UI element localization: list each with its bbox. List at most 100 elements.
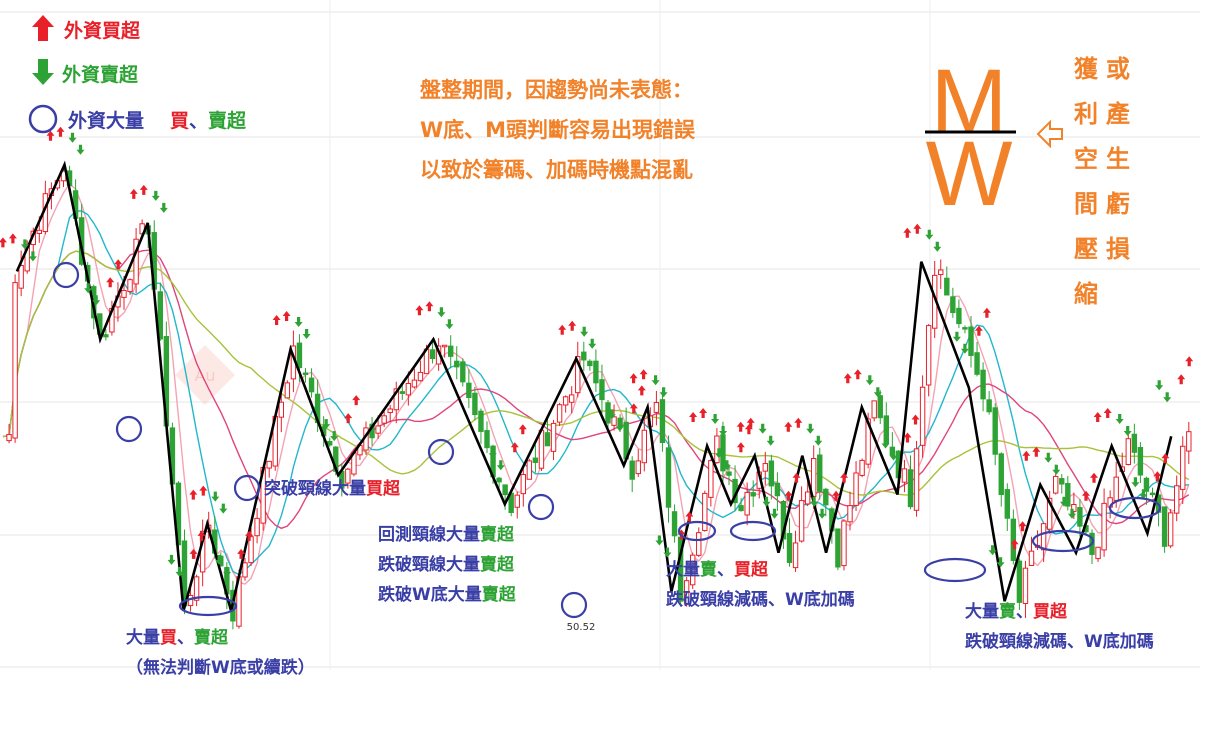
candle-body bbox=[556, 404, 563, 423]
candle-body bbox=[387, 408, 393, 414]
legend-volume-label: 外資大量 bbox=[68, 110, 145, 132]
legend-buy: 外資買超 bbox=[64, 16, 140, 43]
candle-body bbox=[1174, 485, 1180, 514]
sell-arrow-icon bbox=[766, 435, 775, 446]
candle-body bbox=[496, 477, 502, 483]
buy-arrow-icon bbox=[853, 369, 862, 380]
legend-volume-sep: 、 bbox=[189, 110, 209, 132]
buy-arrow-icon bbox=[903, 227, 912, 238]
volume-circle bbox=[427, 438, 455, 466]
candle-body bbox=[635, 460, 641, 475]
buy-arrow-icon bbox=[746, 417, 755, 428]
candle-body bbox=[1016, 560, 1023, 603]
sell-arrow-icon bbox=[1115, 414, 1124, 424]
volume-circle bbox=[52, 261, 80, 289]
candle-body bbox=[1180, 445, 1186, 490]
candle-body bbox=[859, 459, 865, 476]
label-mid-big: 大量 bbox=[666, 560, 700, 580]
candle-body bbox=[992, 407, 998, 455]
buy-arrow-icon bbox=[840, 472, 849, 483]
w-letter: W bbox=[926, 123, 1013, 225]
candle-body bbox=[254, 517, 260, 537]
candle-body bbox=[1053, 475, 1059, 494]
sell-arrow-icon bbox=[722, 460, 731, 471]
label-neck-break-text: 跌破頸線大量 bbox=[378, 555, 480, 575]
buy-arrow-icon bbox=[1090, 472, 1098, 483]
volume-circle bbox=[233, 474, 261, 502]
candle-body bbox=[544, 432, 551, 447]
candle-body bbox=[514, 494, 520, 508]
candle-body bbox=[786, 532, 793, 563]
sell-arrow-icon bbox=[651, 375, 660, 386]
legend-volume-sell: 賣超 bbox=[208, 110, 247, 132]
sell-arrow-icon bbox=[758, 423, 767, 434]
candle-body bbox=[157, 291, 164, 340]
candle-body bbox=[1161, 506, 1168, 547]
volume-circle bbox=[729, 520, 777, 542]
candle-body bbox=[901, 468, 908, 483]
candle-body bbox=[671, 511, 678, 537]
candle-body bbox=[1125, 438, 1131, 465]
side-char: 或 bbox=[1106, 55, 1130, 83]
note-line-1: 盤整期間，因趨勢尚未表態： bbox=[420, 78, 693, 102]
buy-arrow-icon bbox=[139, 184, 148, 195]
sell-arrow-icon bbox=[810, 496, 819, 507]
candle-body bbox=[956, 307, 962, 325]
sell-arrow-icon bbox=[1060, 496, 1068, 507]
sell-arrow-icon bbox=[588, 338, 597, 349]
buy-arrow-icon bbox=[982, 307, 991, 318]
buy-arrow-icon bbox=[913, 223, 922, 234]
legend-volume: 外資大量 買 、 賣超 bbox=[68, 106, 246, 133]
sell-arrow-icon bbox=[151, 190, 160, 201]
candle-body bbox=[1040, 523, 1047, 551]
buy-arrow-icon bbox=[106, 277, 115, 288]
label-left-group: 大量買、賣超 （無法判斷W底或續跌） bbox=[126, 623, 315, 683]
sell-arrow-icon bbox=[1068, 508, 1076, 519]
candle-body bbox=[266, 460, 272, 469]
candle-body bbox=[1186, 431, 1192, 452]
label-left-sell: 賣超 bbox=[194, 628, 228, 648]
sell-arrow-icon bbox=[1044, 452, 1053, 463]
candle-body bbox=[811, 458, 817, 497]
candle-body bbox=[708, 460, 714, 498]
buy-arrow-icon bbox=[736, 442, 745, 453]
sell-arrow-icon bbox=[175, 566, 184, 577]
buy-arrow-icon bbox=[245, 530, 254, 541]
candle-body bbox=[792, 542, 799, 569]
sell-arrow-icon bbox=[1131, 477, 1140, 488]
buy-arrow-icon bbox=[1153, 471, 1162, 482]
zigzag-path bbox=[15, 160, 1173, 612]
candle-body bbox=[944, 277, 950, 296]
legend-volume-buy: 買 bbox=[170, 110, 190, 132]
candle-body bbox=[726, 471, 732, 476]
candle-body bbox=[429, 349, 436, 360]
label-mid-sell: 賣 bbox=[700, 560, 717, 580]
label-neck-break-sell: 賣超 bbox=[480, 555, 514, 575]
candle-body bbox=[804, 491, 811, 505]
candle-body bbox=[1022, 567, 1029, 604]
sell-arrow-icon bbox=[215, 554, 224, 565]
volume-circle bbox=[560, 591, 588, 619]
m-letter: M bbox=[931, 51, 1008, 153]
candle-body bbox=[478, 410, 484, 432]
buy-arrow-icon bbox=[685, 511, 694, 522]
buy-arrow-icon bbox=[282, 311, 291, 321]
candle-body bbox=[659, 399, 666, 444]
label-right-sep: 、 bbox=[1016, 602, 1033, 622]
candle-body bbox=[1167, 512, 1174, 547]
sell-arrow-icon bbox=[219, 503, 228, 514]
candle-body bbox=[375, 425, 381, 434]
volume-circle bbox=[115, 415, 143, 443]
candle-body bbox=[968, 326, 974, 356]
side-char: 損 bbox=[1106, 235, 1130, 263]
buy-arrow-icon bbox=[699, 408, 708, 418]
candle-body bbox=[18, 265, 24, 289]
sell-arrow-icon bbox=[814, 435, 823, 446]
sell-arrow-icon bbox=[445, 319, 454, 330]
sell-arrow-icon bbox=[496, 460, 505, 471]
label-left-note: （無法判斷W底或續跌） bbox=[126, 658, 315, 678]
candle-body bbox=[611, 416, 617, 426]
candle-body bbox=[327, 441, 333, 446]
sell-arrow-icon bbox=[1163, 392, 1172, 403]
candle-body bbox=[562, 396, 569, 406]
